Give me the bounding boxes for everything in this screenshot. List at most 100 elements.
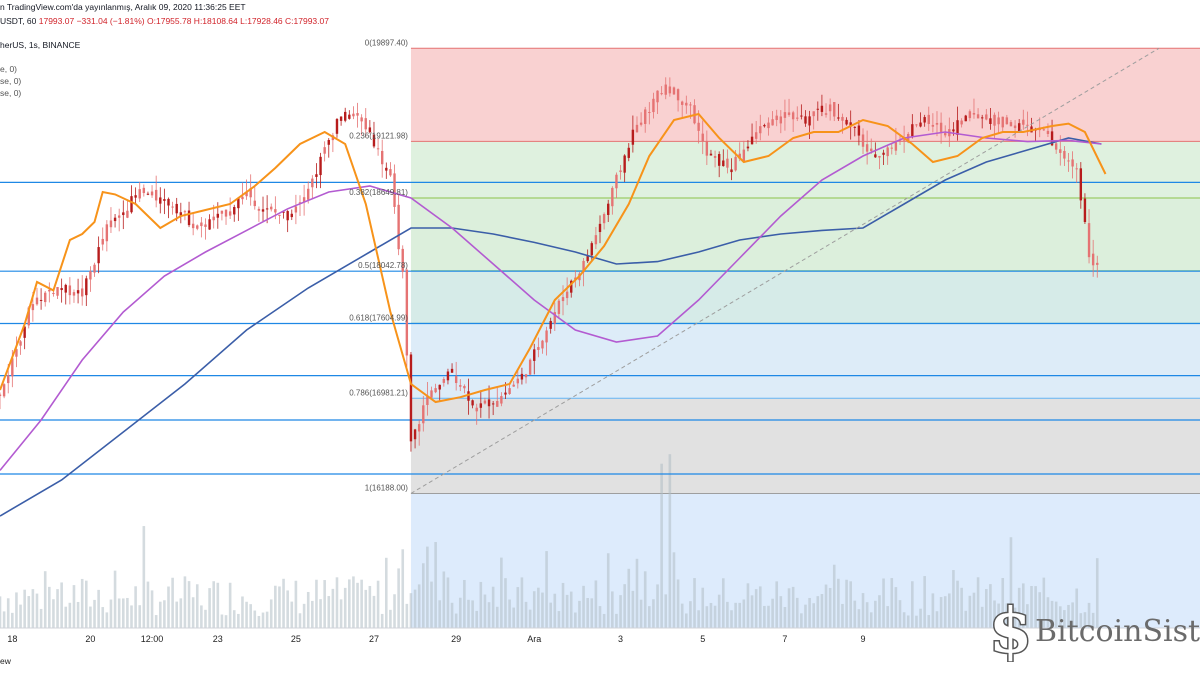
volume-bar bbox=[454, 613, 458, 628]
candle-body bbox=[680, 101, 684, 105]
candle-body bbox=[607, 203, 610, 215]
volume-bar bbox=[475, 610, 479, 628]
volume-bar bbox=[606, 553, 610, 628]
volume-bar bbox=[483, 594, 487, 628]
volume-bar bbox=[808, 597, 811, 628]
volume-bar bbox=[919, 608, 922, 628]
volume-bar bbox=[93, 599, 96, 628]
svg-text:$: $ bbox=[989, 598, 1032, 662]
footer-brand-text: ew bbox=[0, 656, 11, 666]
volume-bar bbox=[245, 601, 248, 628]
volume-bar bbox=[1046, 597, 1050, 628]
volume-bar bbox=[364, 589, 368, 628]
candle-body bbox=[311, 178, 314, 188]
candle-body bbox=[167, 198, 170, 206]
candle-body bbox=[808, 116, 811, 126]
candle-body bbox=[401, 248, 404, 272]
volume-bar bbox=[101, 607, 105, 628]
candle-body bbox=[175, 203, 178, 214]
fib-zone bbox=[410, 398, 1200, 494]
volume-bar bbox=[232, 610, 236, 628]
candle-body bbox=[237, 197, 240, 209]
volume-bar bbox=[348, 579, 351, 628]
volume-bar bbox=[60, 582, 63, 628]
indicator-3[interactable]: se, 0) bbox=[0, 88, 21, 98]
volume-bar bbox=[27, 596, 31, 628]
volume-bar bbox=[487, 602, 491, 628]
candle-body bbox=[1046, 130, 1050, 134]
candle-body bbox=[459, 385, 462, 387]
volume-bar bbox=[343, 587, 347, 628]
volume-bar bbox=[989, 584, 992, 628]
volume-bar bbox=[302, 603, 306, 628]
candle-body bbox=[582, 260, 585, 273]
candle-body bbox=[644, 109, 647, 124]
candle-body bbox=[1087, 223, 1091, 258]
volume-bar bbox=[586, 598, 589, 628]
volume-bar bbox=[228, 582, 232, 628]
volume-bar bbox=[1067, 604, 1070, 628]
volume-bar bbox=[52, 599, 55, 628]
candle-body bbox=[754, 132, 758, 139]
volume-bar bbox=[890, 578, 894, 628]
candle-body bbox=[487, 399, 491, 407]
candle-body bbox=[516, 378, 520, 384]
volume-bar bbox=[2, 611, 6, 628]
candle-body bbox=[652, 98, 655, 113]
volume-bar bbox=[1071, 602, 1074, 628]
volume-bar bbox=[976, 577, 980, 628]
candle-body bbox=[471, 400, 474, 406]
volume-bar bbox=[360, 579, 363, 628]
candle-body bbox=[730, 169, 733, 173]
bitcoin-logo-icon: $ $ bbox=[988, 598, 1034, 662]
candle-body bbox=[1054, 143, 1058, 150]
candle-body bbox=[52, 292, 55, 295]
candle-body bbox=[676, 89, 680, 101]
fib-level-label: 0.236(19121.98) bbox=[349, 131, 408, 140]
volume-bar bbox=[39, 608, 43, 628]
volume-bar bbox=[331, 588, 335, 628]
fib-zone bbox=[410, 198, 1200, 271]
indicator-1[interactable]: e, 0) bbox=[0, 64, 17, 74]
data-source: herUS, 1s, BINANCE bbox=[0, 40, 81, 50]
volume-bar bbox=[660, 463, 663, 628]
candle-body bbox=[705, 141, 709, 156]
volume-bar bbox=[894, 587, 898, 628]
candle-body bbox=[956, 120, 959, 135]
volume-bar bbox=[426, 546, 429, 628]
candle-body bbox=[422, 405, 425, 424]
volume-bar bbox=[220, 614, 224, 628]
indicator-2[interactable]: se, 0) bbox=[0, 76, 21, 86]
candle-body bbox=[270, 206, 273, 210]
candle-body bbox=[771, 119, 774, 126]
candle-body bbox=[927, 114, 930, 125]
volume-bar bbox=[783, 607, 787, 628]
volume-bar bbox=[315, 579, 318, 628]
volume-bar bbox=[48, 586, 51, 628]
candle-body bbox=[800, 115, 803, 117]
volume-bar bbox=[997, 603, 1000, 628]
volume-bar bbox=[109, 599, 113, 628]
candle-body bbox=[0, 394, 2, 396]
volume-bar bbox=[549, 602, 552, 628]
candle-body bbox=[738, 153, 741, 159]
volume-bar bbox=[76, 601, 80, 628]
volume-bar bbox=[113, 570, 117, 628]
candle-body bbox=[113, 217, 117, 222]
candle-body bbox=[1009, 122, 1013, 127]
candle-body bbox=[7, 375, 10, 384]
volume-bar bbox=[898, 600, 902, 628]
x-tick-label: 25 bbox=[290, 634, 301, 644]
volume-bar bbox=[504, 578, 507, 628]
volume-bar bbox=[643, 571, 647, 628]
candle-body bbox=[565, 291, 569, 299]
volume-bar bbox=[257, 615, 261, 628]
candle-body bbox=[570, 280, 573, 293]
volume-bar bbox=[306, 591, 310, 628]
volume-bar bbox=[791, 586, 795, 628]
volume-bar bbox=[150, 590, 154, 628]
candle-body bbox=[2, 384, 6, 397]
volume-bar bbox=[389, 609, 392, 628]
volume-bar bbox=[450, 602, 454, 628]
volume-bar bbox=[80, 578, 84, 628]
